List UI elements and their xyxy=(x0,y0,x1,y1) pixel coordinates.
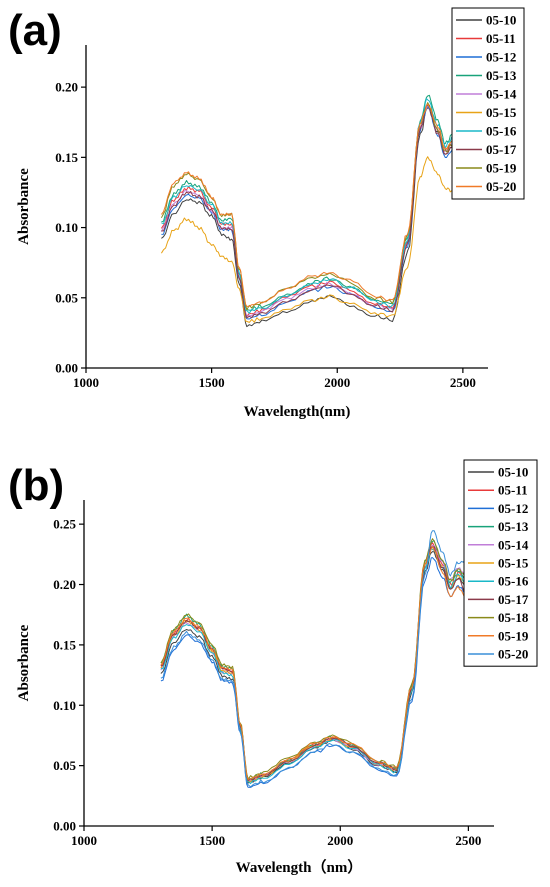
y-tick-label: 0.20 xyxy=(53,577,76,592)
legend-label: 05-14 xyxy=(486,87,517,102)
x-axis-title: Wavelength(nm) xyxy=(244,404,351,420)
y-tick-label: 0.05 xyxy=(55,290,78,305)
x-tick-label: 1500 xyxy=(199,375,225,390)
x-tick-label: 2000 xyxy=(327,833,353,848)
legend-label: 05-15 xyxy=(486,105,517,120)
legend-label: 05-10 xyxy=(498,465,528,480)
x-tick-label: 2000 xyxy=(324,375,350,390)
legend-label: 05-12 xyxy=(486,50,516,65)
y-tick-label: 0.10 xyxy=(55,220,78,235)
panel-label: (b) xyxy=(8,461,64,510)
y-tick-label: 0.00 xyxy=(55,361,78,376)
legend-label: 05-19 xyxy=(498,628,529,643)
y-tick-label: 0.20 xyxy=(55,80,78,95)
legend-label: 05-14 xyxy=(498,537,529,552)
legend-label: 05-13 xyxy=(486,68,517,83)
y-tick-label: 0.00 xyxy=(53,819,76,834)
y-tick-label: 0.25 xyxy=(53,517,76,532)
legend-label: 05-16 xyxy=(498,574,529,589)
legend-label: 05-20 xyxy=(498,647,528,662)
series-line-05-20 xyxy=(161,103,464,307)
legend-label: 05-17 xyxy=(486,142,517,157)
panel-b: (b) 0.00 0.05 0.10 0.15 0.20 0.25 1000 1500 2000 2… xyxy=(8,459,538,876)
panel-a: (a) 0.00 0.05 0.10 0.15 0.20 1000 1500 2000 2500 W… xyxy=(8,6,525,420)
legend-label: 05-20 xyxy=(486,179,516,194)
series-line-05-20 xyxy=(160,530,469,788)
y-tick-label: 0.15 xyxy=(53,637,76,652)
series-line-05-15 xyxy=(160,156,464,323)
y-axis-title: Absorbance xyxy=(16,624,32,701)
legend-label: 05-12 xyxy=(498,501,528,516)
legend-label: 05-15 xyxy=(498,556,529,571)
legend-label: 05-19 xyxy=(486,161,517,176)
legend-label: 05-11 xyxy=(498,483,528,498)
series-line-05-18 xyxy=(160,538,469,780)
legend-label: 05-10 xyxy=(486,13,516,28)
series-line-05-17 xyxy=(161,104,463,319)
series-line-05-17 xyxy=(160,546,469,781)
y-tick-label: 0.10 xyxy=(53,698,76,713)
y-tick-label: 0.15 xyxy=(55,150,78,165)
legend-label: 05-13 xyxy=(498,519,529,534)
series-line-05-19 xyxy=(160,546,469,780)
x-tick-label: 1000 xyxy=(71,833,97,848)
x-tick-label: 1000 xyxy=(73,375,99,390)
series-line-05-16 xyxy=(161,98,464,314)
x-axis-title: Wavelength（nm） xyxy=(236,858,363,876)
legend-label: 05-11 xyxy=(486,31,516,46)
legend-label: 05-16 xyxy=(486,124,517,139)
legend-box xyxy=(451,7,525,200)
legend-label: 05-17 xyxy=(498,592,529,607)
y-axis-title: Absorbance xyxy=(16,168,32,245)
y-tick-label: 0.05 xyxy=(53,758,76,773)
x-tick-label: 2500 xyxy=(450,375,476,390)
x-tick-label: 2500 xyxy=(455,833,481,848)
legend-label: 05-18 xyxy=(498,610,529,625)
x-tick-label: 1500 xyxy=(199,833,225,848)
series-line-05-13 xyxy=(161,94,464,311)
panel-label: (a) xyxy=(8,6,62,55)
